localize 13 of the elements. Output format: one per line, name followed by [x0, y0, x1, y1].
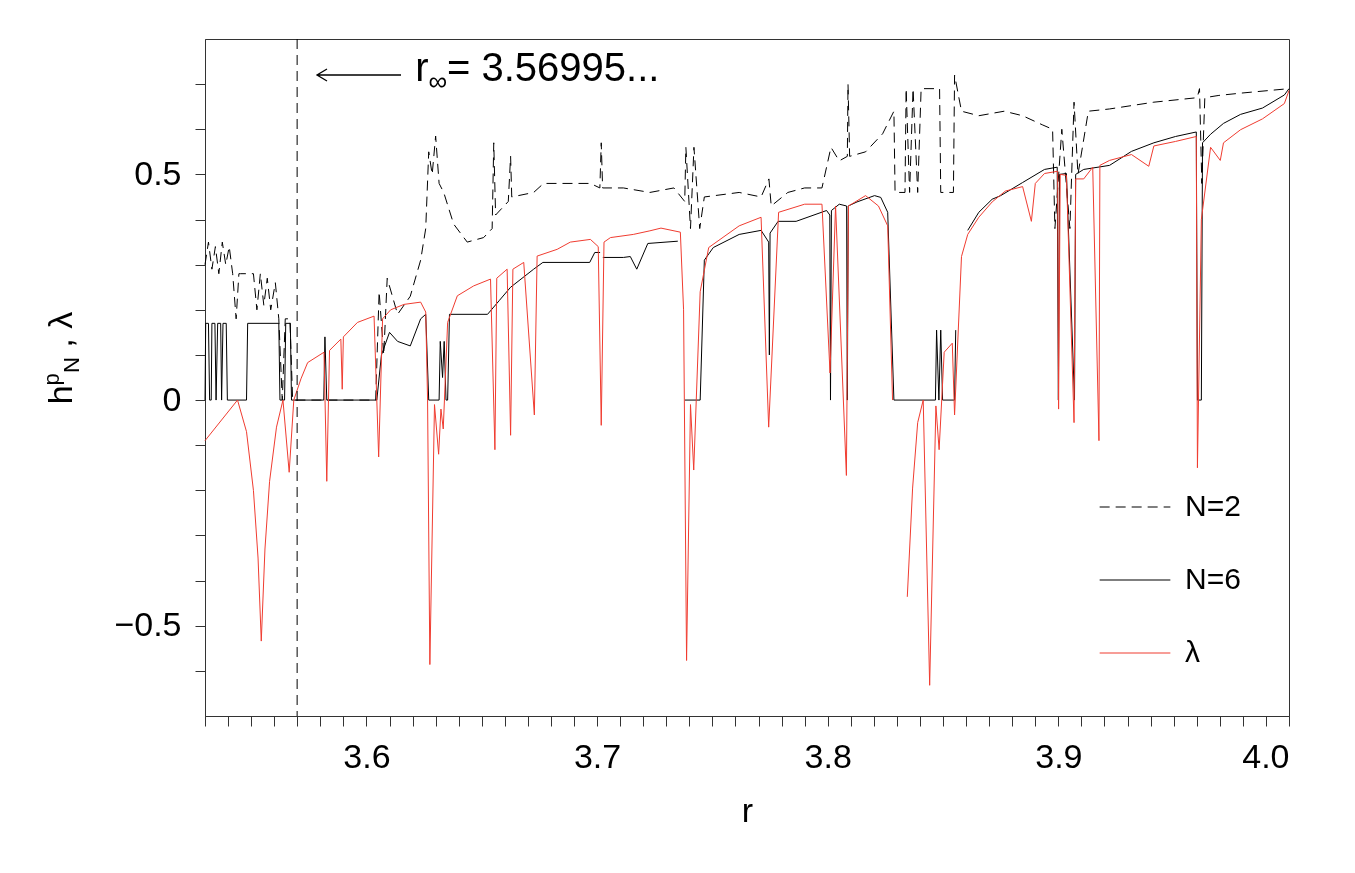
x-tick-label: 3.7	[573, 736, 622, 775]
legend-label: N=2	[1185, 489, 1241, 522]
legend-label: λ	[1185, 635, 1200, 668]
y-tick-label: 0	[162, 379, 182, 418]
x-tick-label: 4.0	[1242, 736, 1290, 775]
x-tick-label: 3.6	[343, 736, 391, 775]
y-tick-label: 0.5	[134, 153, 182, 192]
legend-label: N=6	[1185, 562, 1241, 595]
x-tick-label: 3.9	[1035, 736, 1083, 775]
y-tick-label: −0.5	[114, 605, 182, 644]
x-tick-label: 3.8	[804, 736, 852, 775]
annotation: r$_{∞}$= 3.56995...	[415, 45, 660, 98]
x-axis-title: r	[741, 790, 754, 829]
